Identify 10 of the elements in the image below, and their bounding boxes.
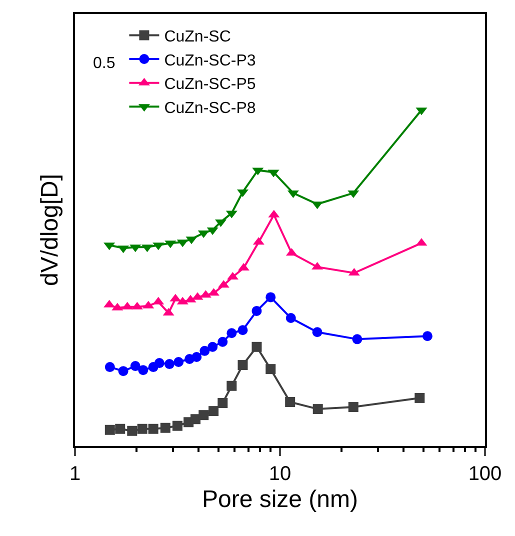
legend-label: CuZn-SC-P3	[164, 52, 256, 70]
x-tick-label: 1	[69, 463, 81, 485]
legend-label: CuZn-SC	[164, 28, 231, 46]
x-tick-label: 100	[468, 463, 502, 485]
x-axis-title: Pore size (nm)	[202, 486, 358, 513]
legend-label: CuZn-SC-P5	[164, 76, 256, 94]
text: 0.5	[93, 55, 116, 72]
x-tick-label: 10	[268, 463, 292, 485]
legend-label: CuZn-SC-P8	[164, 100, 256, 117]
y-axis-title: dV/dlog[D]	[36, 174, 64, 286]
